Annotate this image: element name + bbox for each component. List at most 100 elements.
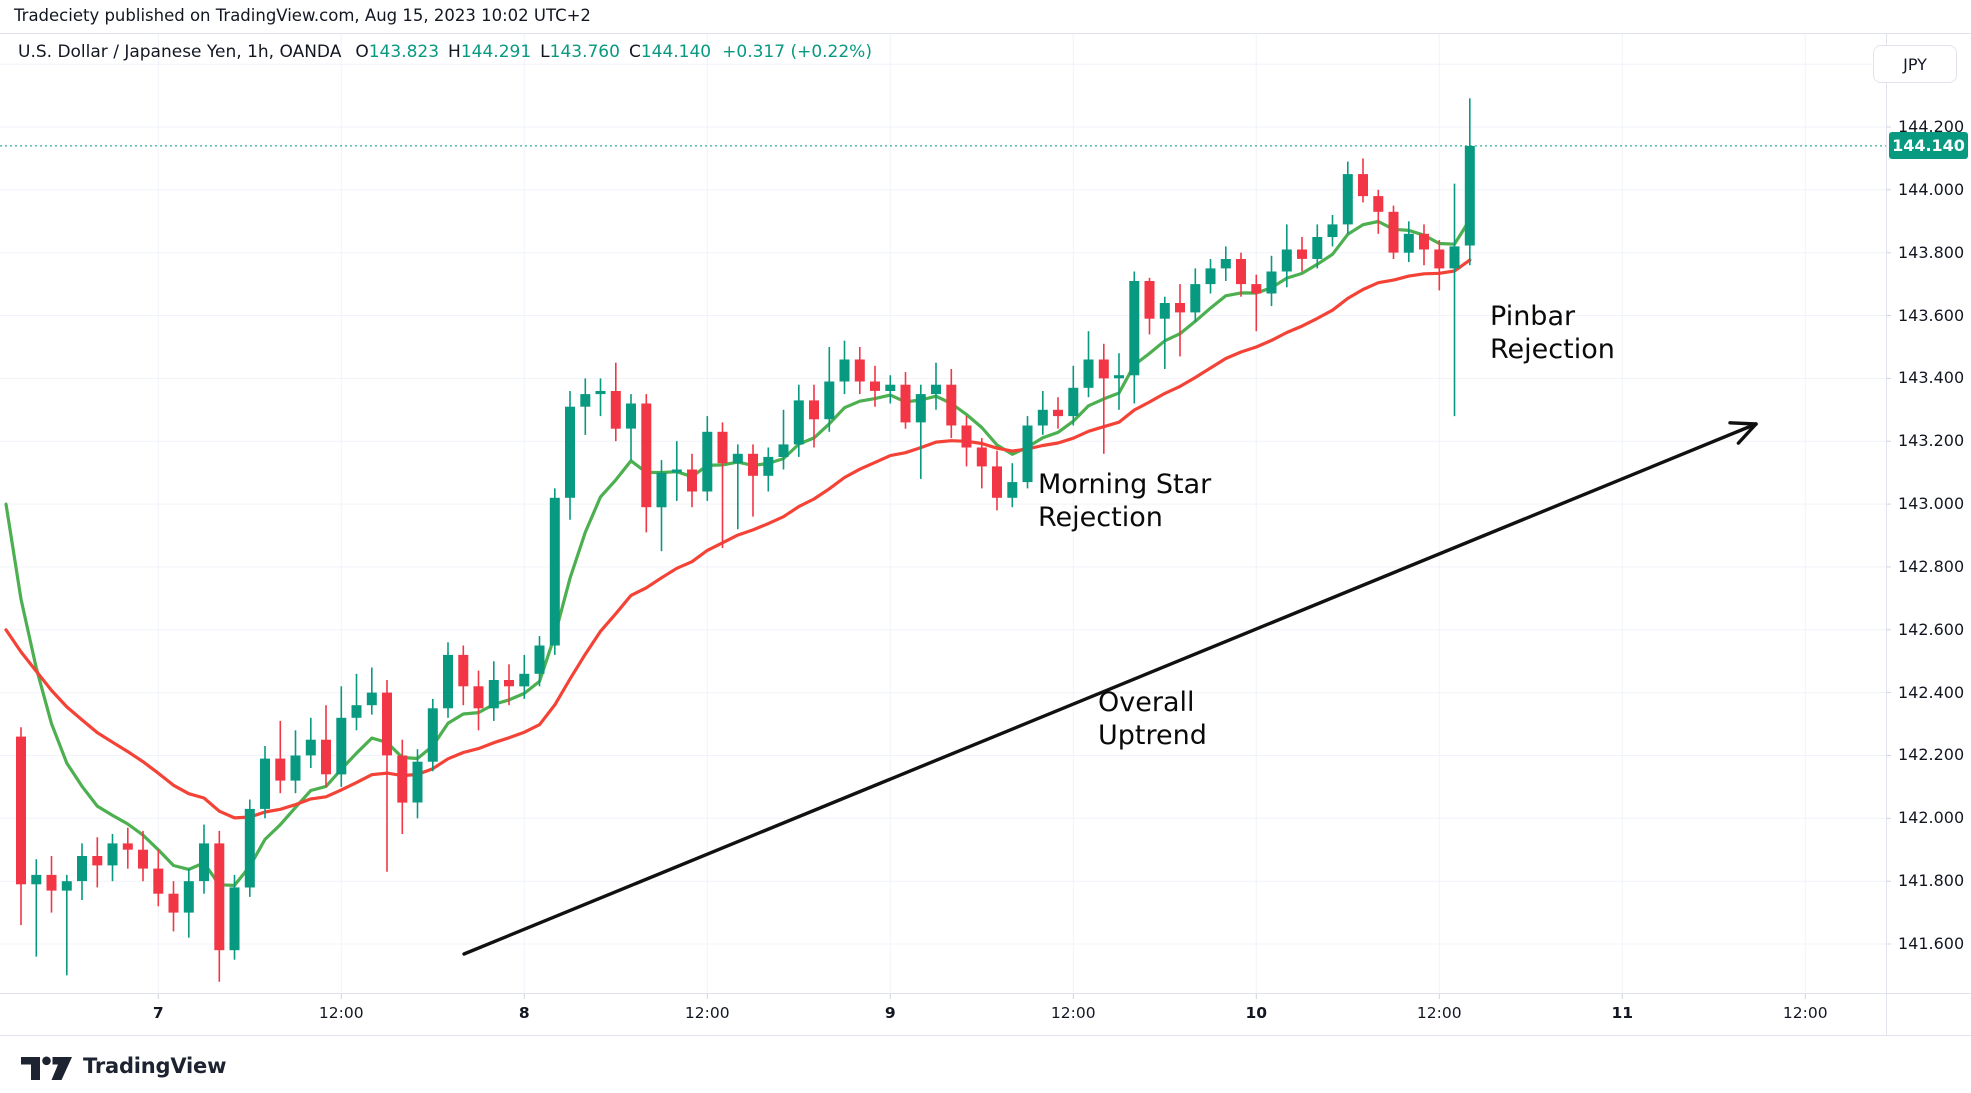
candle [1129,281,1140,376]
candle [1037,409,1048,426]
candle [458,654,469,687]
price-axis-label: 142.400 [1898,682,1965,702]
candle [534,645,545,674]
uptrend-arrow[interactable] [462,421,1758,956]
price-axis-label: 143.200 [1898,431,1965,451]
price-axis-label: 144.200 [1898,117,1965,136]
price-axis-label: 143.600 [1898,305,1965,325]
candle [641,403,652,508]
candle [1114,375,1124,379]
symbol-title[interactable]: U.S. Dollar / Japanese Yen, 1h, OANDA [18,42,342,62]
candle [1068,387,1079,417]
change-value: +0.317 (+0.22%) [722,42,872,62]
candle [443,654,453,709]
candle [31,874,42,885]
price-axis-label: 143.400 [1898,368,1965,388]
price-axis-label: 141.800 [1898,871,1965,891]
currency-button[interactable]: JPY [1873,45,1957,83]
candle [1205,268,1216,285]
candle [229,887,240,951]
price-axis-label: 142.600 [1898,619,1965,639]
candle [824,381,835,420]
candle [610,391,621,429]
candle [16,736,26,885]
candle [382,692,392,756]
tradingview-watermark-text: TradingView [83,1054,227,1078]
candle [488,680,499,709]
candle [763,456,774,476]
candle [397,755,408,803]
time-axis-label: 12:00 [684,1004,730,1022]
candle [717,431,728,464]
candle [626,403,636,429]
candle [61,881,72,891]
candle [168,893,179,913]
attribution-text: Tradeciety published on TradingView.com,… [14,6,591,25]
candle [366,692,377,706]
candle [1312,237,1323,259]
candle [1464,145,1475,246]
candle [244,808,255,888]
tradingview-logo-icon [21,1056,72,1080]
slow-ma-line[interactable] [4,258,1472,820]
candle [305,739,316,756]
price-axis-label: 143.000 [1898,494,1965,514]
candle [1190,284,1201,313]
price-axis-label: 144.000 [1898,179,1965,199]
candle [885,384,896,391]
candle [1007,482,1018,498]
time-axis[interactable]: 7 12:00 8 12:00 9 12:00 10 12:00 11 12:00 [0,994,1886,1035]
price-axis-label: 143.800 [1898,242,1965,262]
candle [1144,281,1155,319]
fast-ma-line[interactable] [4,218,1472,888]
time-axis-label: 12:00 [318,1004,364,1022]
candle [46,874,57,891]
candle [992,466,1002,498]
annotation-overall-uptrend[interactable]: Overall Uptrend [1098,687,1207,751]
candle [1236,259,1246,285]
time-axis-label: 10 [1245,1004,1268,1022]
candle [77,856,87,882]
time-axis-label: 7 [152,1004,164,1022]
candle [809,400,819,420]
candle [473,686,484,709]
candle [793,400,804,445]
candle [1342,174,1353,225]
candle [519,673,530,687]
symbol-legend: U.S. Dollar / Japanese Yen, 1h, OANDA O14… [18,42,872,62]
candle [427,708,438,762]
tradingview-watermark-link[interactable]: TradingView [20,1050,226,1082]
annotation-pinbar-rejection[interactable]: Pinbar Rejection [1490,301,1615,365]
candle [1266,271,1277,294]
candle [214,843,225,951]
candle [290,755,301,781]
candle [778,444,789,457]
candle [1449,246,1460,269]
candle [1358,174,1368,197]
candle [732,453,743,464]
candle [870,381,880,391]
candle [1083,359,1094,388]
candle [854,359,865,382]
candle [1388,211,1399,253]
candle [656,472,667,508]
annotation-morning-star-rejection[interactable]: Morning Star Rejection [1038,469,1212,533]
candle [931,384,941,395]
candle [580,394,591,407]
candle [1373,196,1384,212]
candle [183,881,194,913]
candle [92,856,103,866]
time-axis-label: 12:00 [1416,1004,1462,1022]
candle [549,497,560,646]
candle [1281,249,1292,272]
candle [138,849,148,869]
candle [1220,259,1231,269]
ohlc-open: O143.823 [355,42,440,62]
price-axis-label: 142.200 [1898,745,1965,765]
time-axis-label: 12:00 [1782,1004,1828,1022]
price-axis[interactable]: 144.200 144.000 143.800 143.600 143.400 143.2… [1887,33,1971,993]
time-axis-label: 8 [518,1004,530,1022]
time-axis-label: 12:00 [1050,1004,1096,1022]
time-axis-label: 11 [1611,1004,1634,1022]
